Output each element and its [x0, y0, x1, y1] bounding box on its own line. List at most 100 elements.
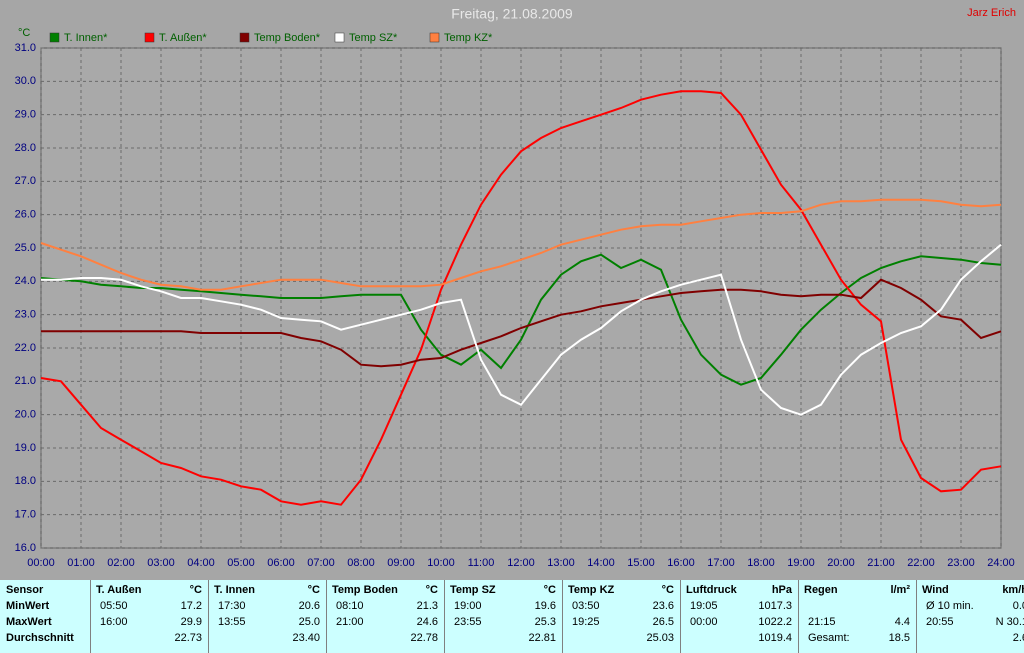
y-tick-label: 21.0	[15, 375, 36, 387]
section-unit: km/h	[1002, 584, 1024, 596]
series-line	[40, 253, 1002, 386]
cell-time: 21:00	[336, 616, 364, 628]
cell-time: 17:30	[218, 600, 246, 612]
cell-value: 22.81	[528, 632, 556, 644]
y-tick-label: 24.0	[15, 275, 36, 287]
legend-swatch	[429, 32, 440, 43]
cell-time: Ø 10 min.	[926, 600, 974, 612]
x-tick-label: 23:00	[947, 557, 975, 569]
y-tick-label: 27.0	[15, 175, 36, 187]
y-tick-label: 28.0	[15, 142, 36, 154]
y-tick-label: 25.0	[15, 242, 36, 254]
x-tick-label: 00:00	[27, 557, 55, 569]
y-tick-label: 23.0	[15, 309, 36, 321]
x-tick-label: 15:00	[627, 557, 655, 569]
x-tick-label: 02:00	[107, 557, 135, 569]
cell-value: 19.6	[534, 600, 556, 612]
y-tick-label: 20.0	[15, 409, 36, 421]
y-tick-label: 22.0	[15, 342, 36, 354]
section-header: Regen	[804, 584, 838, 596]
x-tick-label: 12:00	[507, 557, 535, 569]
legend-swatch	[239, 32, 250, 43]
x-tick-label: 17:00	[707, 557, 735, 569]
row-label: MaxWert	[6, 616, 52, 628]
y-axis-label: °C	[18, 27, 30, 39]
cell-value: N 30.1	[995, 616, 1024, 628]
chart: Freitag, 21.08.2009 Jarz Erich °C 16.0 17…	[15, 6, 1016, 569]
x-tick-label: 21:00	[867, 557, 895, 569]
cell-value: 22.73	[174, 632, 202, 644]
legend-label: Temp SZ*	[349, 32, 398, 44]
x-tick-label: 04:00	[187, 557, 215, 569]
column-separator	[208, 580, 209, 653]
cell-value: 25.03	[646, 632, 674, 644]
cell-time: 05:50	[100, 600, 128, 612]
row-label: MinWert	[6, 600, 50, 612]
y-tick-label: 16.0	[15, 542, 36, 554]
column-separator	[916, 580, 917, 653]
cell-value: 29.9	[180, 616, 202, 628]
cell-time: 21:15	[808, 616, 836, 628]
x-tick-label: 08:00	[347, 557, 375, 569]
cell-time: 23:55	[454, 616, 482, 628]
cell-value: 25.3	[534, 616, 556, 628]
column-separator	[562, 580, 563, 653]
cell-value: 23.6	[652, 600, 674, 612]
x-tick-label: 10:00	[427, 557, 455, 569]
legend-label: Temp KZ*	[444, 32, 493, 44]
cell-time: 00:00	[690, 616, 718, 628]
x-tick-label: 11:00	[468, 557, 495, 569]
cell-value: 26.5	[652, 616, 674, 628]
y-tick-label: 19.0	[15, 442, 36, 454]
x-tick-label: 16:00	[667, 557, 695, 569]
x-tick-label: 07:00	[307, 557, 335, 569]
cell-time: 03:50	[572, 600, 600, 612]
cell-value: 25.0	[298, 616, 320, 628]
section-header: T. Innen	[214, 584, 255, 596]
x-tick-label: 09:00	[387, 557, 415, 569]
section-unit: °C	[425, 584, 438, 596]
x-tick-label: 05:00	[227, 557, 255, 569]
cell-time: Gesamt:	[808, 632, 850, 644]
cell-value: 17.2	[180, 600, 202, 612]
x-tick-label: 22:00	[907, 557, 935, 569]
cell-value: 18.5	[888, 632, 910, 644]
section-unit: °C	[307, 584, 320, 596]
cell-value: 20.6	[298, 600, 320, 612]
chart-title: Freitag, 21.08.2009	[451, 6, 573, 22]
cell-value: 2.6	[1012, 632, 1024, 644]
legend-swatch	[144, 32, 155, 43]
section-unit: l/m²	[890, 584, 910, 596]
x-tick-label: 18:00	[747, 557, 775, 569]
section-header: Wind	[922, 584, 949, 596]
cell-value: 4.4	[894, 616, 910, 628]
cell-value: 21.3	[416, 600, 438, 612]
column-separator	[444, 580, 445, 653]
legend-label: Temp Boden*	[254, 32, 321, 44]
section-header: Temp SZ	[450, 584, 496, 596]
cell-time: 16:00	[100, 616, 128, 628]
y-tick-label: 17.0	[15, 509, 36, 521]
y-tick-label: 26.0	[15, 209, 36, 221]
y-tick-label: 29.0	[15, 109, 36, 121]
x-tick-label: 01:00	[67, 557, 95, 569]
cell-time: 13:55	[218, 616, 246, 628]
row-label: Sensor	[6, 584, 44, 596]
cell-value: 23.40	[292, 632, 320, 644]
cell-time: 19:05	[690, 600, 718, 612]
x-tick-label: 20:00	[827, 557, 855, 569]
section-unit: hPa	[771, 584, 792, 596]
section-header: Temp KZ	[568, 584, 615, 596]
y-tick-label: 31.0	[15, 42, 36, 54]
section-unit: °C	[543, 584, 556, 596]
y-tick-label: 18.0	[15, 475, 36, 487]
x-tick-label: 13:00	[547, 557, 575, 569]
column-separator	[798, 580, 799, 653]
cell-value: 1019.4	[758, 632, 792, 644]
cell-value: 1022.2	[758, 616, 792, 628]
series-line	[41, 243, 1002, 416]
series-line	[40, 198, 1002, 291]
cell-value: 0.0	[1012, 600, 1024, 612]
cell-value: 22.78	[410, 632, 438, 644]
